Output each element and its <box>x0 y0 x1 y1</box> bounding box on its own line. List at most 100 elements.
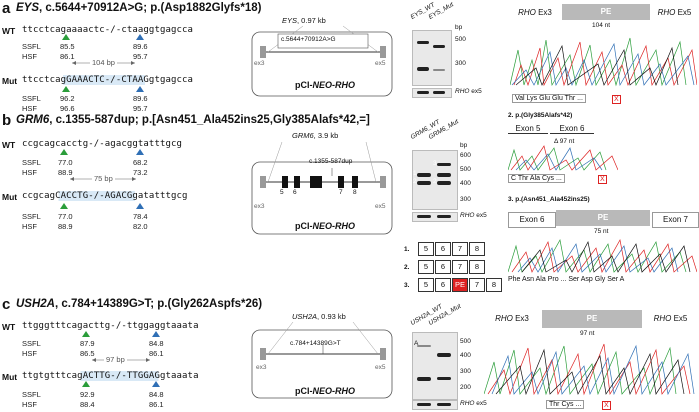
score: 95.7 <box>133 52 148 61</box>
mut-sequence: ttcctcagGAAACTC-/-CTAAGgtgagcca <box>22 75 194 85</box>
score: 86.1 <box>149 349 164 358</box>
vector-name: pCI-NEO-RHO <box>295 386 355 396</box>
gel-loading-label: RHO ex5 <box>455 88 482 95</box>
panel-b-gene: GRM6 <box>16 114 50 126</box>
ex-right-label: ex5 <box>375 364 386 371</box>
gel-loading-control <box>412 212 458 222</box>
exon-num: 8 <box>353 189 357 196</box>
chromatogram-b2: 2. p.(Gly385Alafs*42) Exon 5 Exon 6 Δ 97… <box>508 112 697 184</box>
gel-marker: 600 <box>460 152 471 159</box>
score: 86.1 <box>149 400 164 409</box>
chrom-aa: Thr Cys ... <box>546 400 585 409</box>
score: 88.9 <box>58 168 73 177</box>
wt-sequence: ttcctcagaaaactc-/-ctaaggtgagcca <box>22 25 194 35</box>
acceptor-triangle <box>62 34 70 40</box>
score: 96.6 <box>60 104 75 113</box>
panel-b-title: GRM6, c.1355-587dup; p.[Asn451_Ala452ins… <box>16 114 370 126</box>
panel-a-title: EYS, c.5644+70912A>G; p.(Asp1882Glyfs*18… <box>16 2 261 14</box>
score: 89.6 <box>133 94 148 103</box>
construct-title: EYS, 0.97 kb <box>282 16 326 25</box>
score: 73.2 <box>133 168 148 177</box>
exon-num: 6 <box>293 189 297 196</box>
splice-map-1: 1. 5 6 7 8 <box>404 238 486 256</box>
exon-num: 7 <box>339 189 343 196</box>
bp-label: 97 bp <box>104 355 127 364</box>
gel-loading-label: RHO ex5 <box>460 400 487 407</box>
chrom3-aa: Phe Asn Ala Pro ... Ser Asp Gly Ser A <box>508 276 625 283</box>
gel-image-b <box>412 150 458 210</box>
score: 82.0 <box>133 222 148 231</box>
construct-diagram-a <box>251 25 393 97</box>
hsf-label: HSF <box>22 222 37 231</box>
gel-image-c <box>412 332 458 400</box>
ssfl-label: SSFL <box>22 390 41 399</box>
gel-marker: 300 <box>455 60 466 67</box>
chrom-nt-label: 97 nt <box>580 330 595 337</box>
score: 77.0 <box>58 158 73 167</box>
score: 86.5 <box>80 349 95 358</box>
chrom3-title: 3. p.(Asn451_Ala452ins25) <box>508 196 590 203</box>
hsf-label: HSF <box>22 168 37 177</box>
score: 78.4 <box>133 212 148 221</box>
ex-right-label: ex5 <box>375 203 386 210</box>
wt-label: WT <box>2 26 16 36</box>
chrom2-title: 2. p.(Gly385Alafs*42) <box>508 112 573 119</box>
ex-left-label: ex3 <box>254 60 265 67</box>
gel-marker: 300 <box>460 196 471 203</box>
ssfl-label: SSFL <box>22 94 41 103</box>
splice-map-3: 3. 5 6 PE 7 8 <box>404 274 503 292</box>
construct-diagram-b <box>251 141 393 235</box>
panel-c-variant: , c.784+14389G>T; p.(Gly262Aspfs*26) <box>54 298 263 310</box>
chrom2-exon5: Exon 5 <box>508 124 548 134</box>
ssfl-label: SSFL <box>22 42 41 51</box>
donor-triangle <box>136 86 144 92</box>
exon-num: 5 <box>280 189 284 196</box>
mut-sequence-text: ttgtgtttcagACTTG-/-TTGGAGgtaaata <box>22 371 199 381</box>
gel-marker: 300 <box>460 368 471 375</box>
hsf-label: HSF <box>22 349 37 358</box>
stop-codon-x: X <box>598 175 607 184</box>
score: 77.0 <box>58 212 73 221</box>
vector-name: pCI-NEO-RHO <box>295 221 355 231</box>
chrom-nt-label: 104 nt <box>592 22 611 29</box>
chromatogram-b3: 3. p.(Asn451_Ala452ins25) Exon 6 PE Exon… <box>508 196 699 288</box>
gel-loading-control <box>412 400 458 410</box>
panel-letter-a: a <box>2 0 11 17</box>
wt-sequence: ccgcagcacctg-/-agacggtatttgcg <box>22 139 183 149</box>
mut-label: Mut <box>2 372 18 382</box>
score: 92.9 <box>80 390 95 399</box>
panel-b-variant: , c.1355-587dup; p.[Asn451_Ala452ins25,G… <box>49 114 370 126</box>
mut-label: Mut <box>2 76 18 86</box>
chrom-pe-bar: PE <box>542 310 642 328</box>
hsf-label: HSF <box>22 400 37 409</box>
chrom-pe-bar: PE <box>562 4 650 20</box>
score: 84.8 <box>149 339 164 348</box>
gel-marker: 400 <box>460 180 471 187</box>
ssfl-label: SSFL <box>22 158 41 167</box>
panel-letter-c: c <box>2 296 11 313</box>
gel-band-label: 1 <box>413 170 417 177</box>
score: 88.4 <box>80 400 95 409</box>
ex-right-label: ex5 <box>375 60 386 67</box>
score: 85.5 <box>60 42 75 51</box>
gel-bp: bp <box>460 142 468 149</box>
ssfl-label: SSFL <box>22 212 41 221</box>
panel-c-gene: USH2A <box>16 298 55 310</box>
chrom-exon-right: RHO Ex5 <box>657 8 692 17</box>
wt-sequence: ttgggtttcagacttg-/-ttggaggtaaata <box>22 321 199 331</box>
gel-bp: bp <box>455 24 463 31</box>
score: 86.1 <box>60 52 75 61</box>
ex-left-label: ex3 <box>254 203 265 210</box>
chrom3-exon6: Exon 6 <box>508 212 556 228</box>
acceptor-triangle <box>62 86 70 92</box>
score: 87.9 <box>80 339 95 348</box>
hsf-label: HSF <box>22 104 37 113</box>
gel-marker: 500 <box>460 338 471 345</box>
splice-map-2: 2. 5 6 7 8 <box>404 256 486 274</box>
score: 95.7 <box>133 104 148 113</box>
gel-marker: 400 <box>460 352 471 359</box>
mut-sequence-text: ttcctcagGAAACTC-/-CTAAGgtgagcca <box>22 75 194 85</box>
stop-codon-x: X <box>612 95 621 104</box>
chrom-exon-right: RHO Ex5 <box>653 314 688 323</box>
stop-codon-x: X <box>602 401 611 410</box>
